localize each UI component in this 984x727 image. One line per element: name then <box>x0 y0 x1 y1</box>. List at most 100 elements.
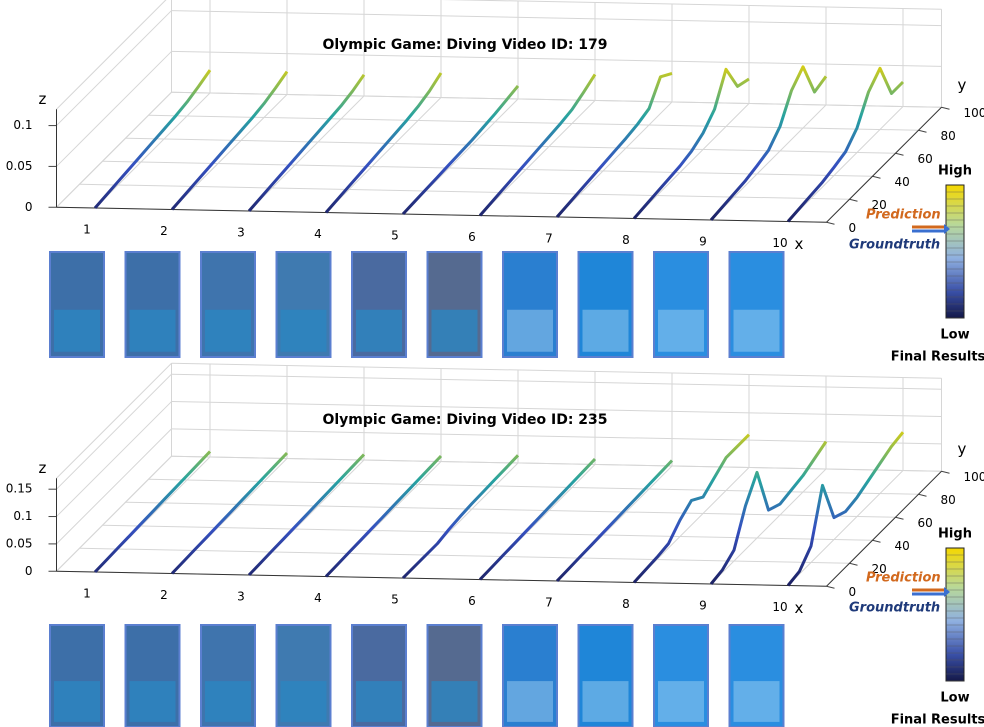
x-tick-label: 3 <box>237 590 245 604</box>
frame-detail <box>281 310 327 352</box>
prediction-label: Prediction <box>866 208 941 223</box>
x-axis-label: x <box>795 235 804 253</box>
grid-line <box>249 96 364 211</box>
y-tick-label: 80 <box>941 493 956 507</box>
z-axis-label: z <box>39 90 47 108</box>
y-tick-label: 100 <box>964 470 984 484</box>
legend-low: Low <box>940 328 969 343</box>
frame-detail <box>432 681 478 722</box>
tick-mark <box>850 563 858 565</box>
z-tick-label: 0.05 <box>6 536 33 550</box>
frame-detail <box>205 681 251 722</box>
tick-mark <box>873 540 881 542</box>
x-tick-label: 10 <box>772 236 787 250</box>
page: {"chart_data": [ {"type": "line3d", "tit… <box>0 0 984 727</box>
box-edge <box>57 363 172 478</box>
x-tick-label: 1 <box>83 223 91 237</box>
x-tick-label: 5 <box>391 593 399 607</box>
tick-mark <box>850 199 858 201</box>
z-axis-label: z <box>39 459 47 477</box>
tick-mark <box>827 586 835 588</box>
tick-mark <box>827 222 835 224</box>
x-tick-label: 6 <box>468 230 476 244</box>
x-tick-label: 9 <box>699 235 707 249</box>
grid-line <box>57 374 172 489</box>
y-axis-label: y <box>958 440 967 458</box>
z-tick-label: 0.05 <box>6 159 33 173</box>
grid-line <box>480 101 595 216</box>
y-tick-label: 40 <box>895 175 910 189</box>
frame-detail <box>507 681 553 722</box>
grid-line <box>57 402 172 517</box>
y-tick-label: 80 <box>941 129 956 143</box>
grid-line <box>557 102 672 217</box>
x-tick-label: 6 <box>468 594 476 608</box>
frame-detail <box>281 681 327 722</box>
frame-detail <box>734 310 780 352</box>
x-axis-label: x <box>795 599 804 617</box>
frame-detail <box>658 681 704 722</box>
grid-line <box>711 105 826 220</box>
tick-mark <box>919 130 927 132</box>
tick-mark <box>896 153 904 155</box>
y-tick-label: 60 <box>918 516 933 530</box>
x-tick-label: 8 <box>622 233 630 247</box>
y-tick-label: 60 <box>918 152 933 166</box>
z-tick-label: 0.15 <box>6 482 33 496</box>
frame-detail <box>583 310 629 352</box>
tick-mark <box>942 107 950 109</box>
x-tick-label: 5 <box>391 229 399 243</box>
prediction-label: Prediction <box>866 571 941 586</box>
frame-detail <box>356 681 402 722</box>
x-tick-label: 4 <box>314 591 322 605</box>
x-tick-label: 9 <box>699 599 707 613</box>
groundtruth-label: Groundtruth <box>849 238 940 253</box>
z-tick-label: 0.1 <box>13 118 32 132</box>
chart-title: Olympic Game: Diving Video ID: 179 <box>322 37 607 53</box>
frame-detail <box>432 310 478 352</box>
colorbar <box>946 548 964 681</box>
legend-title: Final Results <box>891 350 984 365</box>
frame-detail <box>205 310 251 352</box>
x-tick-label: 3 <box>237 226 245 240</box>
grid-line <box>634 104 749 219</box>
grid-line <box>172 95 287 210</box>
grid-line <box>326 98 441 213</box>
figure: 00.050.102040608010012345678910xyzOlympi… <box>0 0 984 727</box>
chart-title: Olympic Game: Diving Video ID: 235 <box>322 412 607 428</box>
frame-detail <box>583 681 629 722</box>
tick-mark <box>896 517 904 519</box>
frame-detail <box>734 681 780 722</box>
tick-mark <box>942 471 950 473</box>
score-curve <box>557 461 672 582</box>
y-tick-label: 40 <box>895 539 910 553</box>
groundtruth-label: Groundtruth <box>849 601 940 616</box>
frame-detail <box>658 310 704 352</box>
y-tick-label: 0 <box>849 585 857 599</box>
legend-high: High <box>938 527 972 542</box>
x-tick-label: 4 <box>314 227 322 241</box>
y-tick-label: 100 <box>964 106 984 120</box>
z-tick-label: 0 <box>25 564 33 578</box>
frame-detail <box>507 310 553 352</box>
y-tick-label: 0 <box>849 221 857 235</box>
z-tick-label: 0 <box>25 200 33 214</box>
tick-mark <box>873 176 881 178</box>
box-edge <box>57 0 172 109</box>
legend-high: High <box>938 164 972 179</box>
grid-line <box>711 469 826 584</box>
tick-mark <box>919 494 927 496</box>
y-axis-label: y <box>958 76 967 94</box>
frame-detail <box>130 681 176 722</box>
colorbar <box>946 185 964 318</box>
legend-low: Low <box>940 691 969 706</box>
x-tick-label: 8 <box>622 597 630 611</box>
frame-detail <box>356 310 402 352</box>
x-tick-label: 10 <box>772 600 787 614</box>
x-tick-label: 2 <box>160 588 168 602</box>
x-tick-label: 1 <box>83 587 91 601</box>
frame-detail <box>54 681 100 722</box>
frame-detail <box>130 310 176 352</box>
x-tick-label: 7 <box>545 596 553 610</box>
x-tick-label: 7 <box>545 232 553 246</box>
